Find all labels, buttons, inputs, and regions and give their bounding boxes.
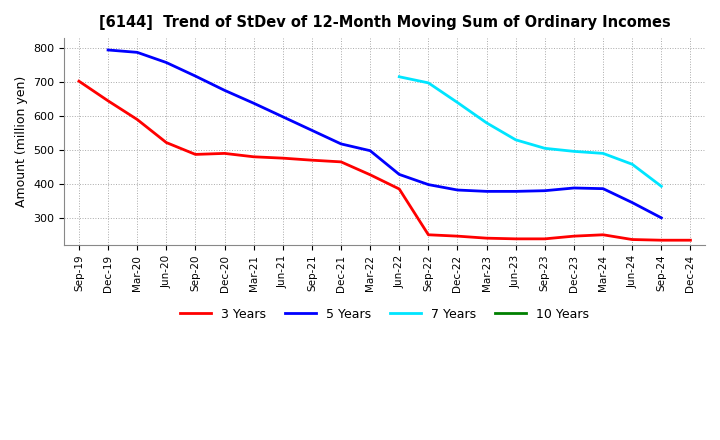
Title: [6144]  Trend of StDev of 12-Month Moving Sum of Ordinary Incomes: [6144] Trend of StDev of 12-Month Moving… (99, 15, 670, 30)
Legend: 3 Years, 5 Years, 7 Years, 10 Years: 3 Years, 5 Years, 7 Years, 10 Years (175, 303, 595, 326)
Y-axis label: Amount (million yen): Amount (million yen) (15, 76, 28, 207)
